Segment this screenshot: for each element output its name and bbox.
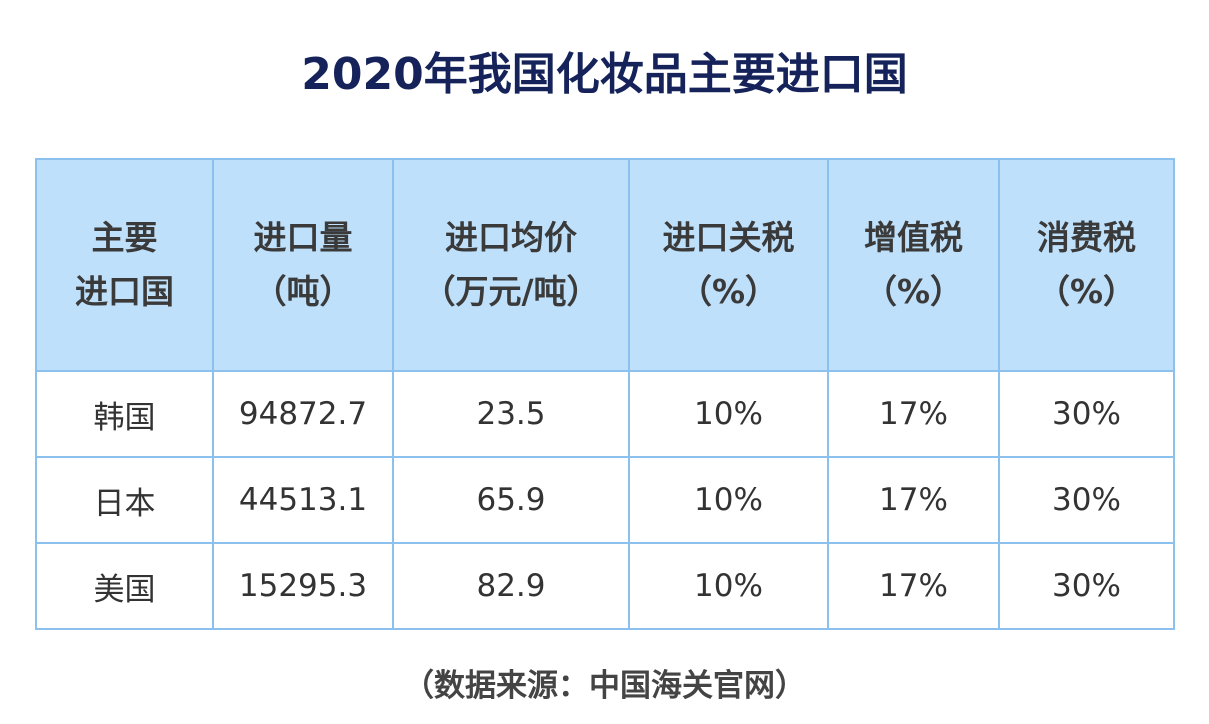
table-cell: 44513.1 <box>212 456 394 544</box>
header-line: 进口均价 <box>445 218 577 257</box>
table-cell: 日本 <box>35 456 214 544</box>
table: 主要 进口国 进口量 （吨） 进口均价 （万元/吨） 进口关税 （%） 增值税 （%） 消费税 （%）… <box>35 158 1175 630</box>
header-row: 主要 进口国 进口量 （吨） 进口均价 （万元/吨） 进口关税 （%） 增值税 （%） 消费税 （%） <box>35 158 1175 372</box>
header-line: 主要 <box>91 218 158 257</box>
source-note: （数据来源：中国海关官网） <box>403 668 806 704</box>
table-body: 韩国 94872.7 23.5 10% 17% 30% 日本 44513.1 65.9 10% 17… <box>35 370 1175 630</box>
header-line: （%） <box>678 272 779 311</box>
header-line: （%） <box>1036 272 1137 311</box>
table-cell: 10% <box>628 456 829 544</box>
table-cell: 30% <box>998 542 1175 630</box>
table-cell: 30% <box>998 370 1175 458</box>
header-cell: 进口均价 （万元/吨） <box>392 158 630 372</box>
table-row: 美国 15295.3 82.9 10% 17% 30% <box>35 542 1175 630</box>
header-cell: 主要 进口国 <box>35 158 214 372</box>
header-cell: 消费税 （%） <box>998 158 1175 372</box>
table-cell: 15295.3 <box>212 542 394 630</box>
table-cell: 美国 <box>35 542 214 630</box>
table-cell: 65.9 <box>392 456 630 544</box>
table-cell: 10% <box>628 542 829 630</box>
header-line: 消费税 <box>1037 218 1136 257</box>
table-cell: 94872.7 <box>212 370 394 458</box>
table-cell: 23.5 <box>392 370 630 458</box>
header-line: （吨） <box>253 272 353 311</box>
table-cell: 10% <box>628 370 829 458</box>
table-cell: 82.9 <box>392 542 630 630</box>
table-cell: 17% <box>827 542 1000 630</box>
header-line: 增值税 <box>864 218 963 257</box>
header-cell: 进口量 （吨） <box>212 158 394 372</box>
header-line: （%） <box>863 272 964 311</box>
header-cell: 增值税 （%） <box>827 158 1000 372</box>
title: 2020年我国化妆品主要进口国 <box>301 49 908 100</box>
table-cell: 韩国 <box>35 370 214 458</box>
header-line: 进口关税 <box>662 218 795 257</box>
header-line: 进口量 <box>253 218 353 257</box>
table-cell: 17% <box>827 456 1000 544</box>
table-cell: 17% <box>827 370 1000 458</box>
table-row: 韩国 94872.7 23.5 10% 17% 30% <box>35 370 1175 458</box>
table-cell: 30% <box>998 456 1175 544</box>
header-line: （万元/吨） <box>422 272 600 311</box>
header-cell: 进口关税 （%） <box>628 158 829 372</box>
table-row: 日本 44513.1 65.9 10% 17% 30% <box>35 456 1175 544</box>
header-line: 进口国 <box>75 272 174 311</box>
